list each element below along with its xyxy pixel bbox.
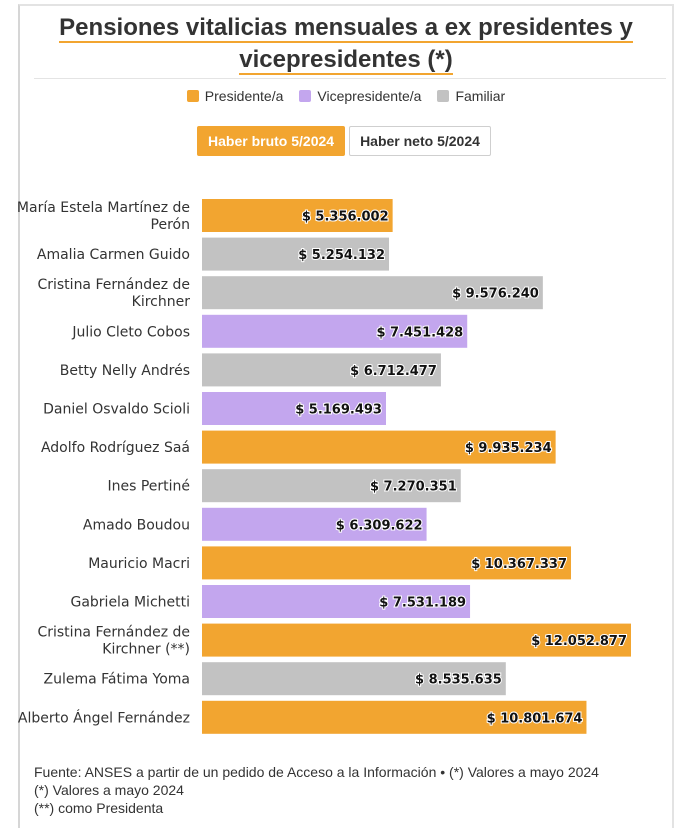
bar-6[interactable] [202,430,556,464]
bar-value-label-2: $ 9.576.240 [452,287,539,302]
bar-2[interactable] [202,276,543,310]
category-label-0: María Estela Martínez de Perón [17,200,190,233]
value-toggle-group: Haber bruto 5/2024 Haber neto 5/2024 [197,126,491,156]
category-label-line: Ines Pertiné [107,479,190,495]
category-label-line: Amalia Carmen Guido [37,247,190,263]
bar-value-label-4: $ 6.712.477 [350,364,437,379]
category-label-6: Adolfo Rodríguez Saá [41,440,190,456]
category-label-8: Amado Boudou [83,517,190,533]
toggle-haber-bruto-button[interactable]: Haber bruto 5/2024 [197,126,346,156]
category-label-9: Mauricio Macri [88,556,190,572]
category-label-line: Mauricio Macri [88,556,190,572]
category-label-line: Adolfo Rodríguez Saá [41,440,190,456]
category-label-line: Kirchner [132,294,191,310]
bar-value-label-1: $ 5.254.132 [298,248,385,263]
category-label-12: Zulema Fátima Yoma [43,672,190,688]
category-label-11: Cristina Fernández de Kirchner (**) [37,625,190,658]
chart-title: Pensiones vitalicias mensuales a ex pres… [59,14,633,75]
bar-chart: $ 5.356.002 María Estela Martínez de Perón… [17,199,631,734]
legend-label-familiar: Familiar [455,88,506,104]
category-label-line: Julio Cleto Cobos [71,324,190,340]
bar-value-label-12: $ 8.535.635 [415,673,502,688]
category-label-2: Cristina Fernández de Kirchner [37,277,190,310]
category-label-1: Amalia Carmen Guido [37,247,190,263]
category-label-5: Daniel Osvaldo Scioli [43,402,190,418]
category-label-line: Alberto Ángel Fernández [18,709,190,726]
category-label-line: Gabriela Michetti [70,595,190,611]
bar-value-label-0: $ 5.356.002 [302,210,389,225]
legend-swatch-familiar [437,90,450,102]
bar-3[interactable] [202,314,468,348]
category-label-line: María Estela Martínez de [17,200,190,216]
legend-item-presidente[interactable]: Presidente/a [186,88,284,104]
bar-11[interactable] [202,623,631,657]
footnote-values: (*) Valores a mayo 2024 [34,782,184,798]
bar-9[interactable] [202,546,572,580]
category-label-line: Zulema Fátima Yoma [43,672,190,688]
bar-value-label-8: $ 6.309.622 [336,518,423,533]
bar-12[interactable] [202,662,506,696]
category-label-line: Cristina Fernández de [37,277,190,293]
category-label-line: Perón [151,217,190,233]
legend-label-presidente: Presidente/a [204,88,284,104]
category-label-line: Cristina Fernández de [37,625,190,641]
footnotes: Fuente: ANSES a partir de un pedido de A… [34,763,670,817]
legend-item-vicepresidente[interactable]: Vicepresidente/a [299,88,421,104]
title-divider [34,78,666,79]
category-label-3: Julio Cleto Cobos [71,324,190,340]
category-label-line: Kirchner (**) [102,642,190,658]
bar-value-label-7: $ 7.270.351 [370,480,457,495]
bar-value-label-9: $ 10.367.337 [471,557,567,572]
legend-swatch-presidente [186,90,199,102]
bar-10[interactable] [202,585,471,618]
footnote-presidenta: (**) como Presidenta [34,800,164,816]
legend-item-familiar[interactable]: Familiar [437,88,505,104]
bar-value-label-5: $ 5.169.493 [295,403,382,418]
category-label-line: Daniel Osvaldo Scioli [43,402,190,418]
bar-value-label-10: $ 7.531.189 [379,596,466,611]
bar-value-label-6: $ 9.935.234 [465,441,552,456]
category-label-line: Amado Boudou [83,517,190,533]
bar-value-label-11: $ 12.052.877 [531,634,627,649]
bar-1[interactable] [202,237,390,271]
bar-value-label-13: $ 10.801.674 [487,711,583,726]
legend-label-vicepresidente: Vicepresidente/a [317,88,422,104]
bar-0[interactable] [202,199,393,232]
legend: Presidente/a Vicepresidente/a Familiar [18,88,674,104]
bar-4[interactable] [202,353,441,387]
bar-7[interactable] [202,469,461,503]
bar-value-label-3: $ 7.451.428 [376,325,463,340]
footnote-source: Fuente: ANSES a partir de un pedido de A… [34,764,599,780]
category-label-4: Betty Nelly Andrés [60,363,190,379]
toggle-haber-neto-button[interactable]: Haber neto 5/2024 [349,126,491,156]
category-label-line: Betty Nelly Andrés [60,363,190,379]
bar-13[interactable] [202,700,587,734]
bar-5[interactable] [202,392,386,425]
legend-swatch-vicepresidente [299,90,312,102]
category-label-7: Ines Pertiné [107,479,190,495]
category-label-13: Alberto Ángel Fernández [18,709,190,726]
bar-8[interactable] [202,507,427,541]
category-label-10: Gabriela Michetti [70,595,190,611]
